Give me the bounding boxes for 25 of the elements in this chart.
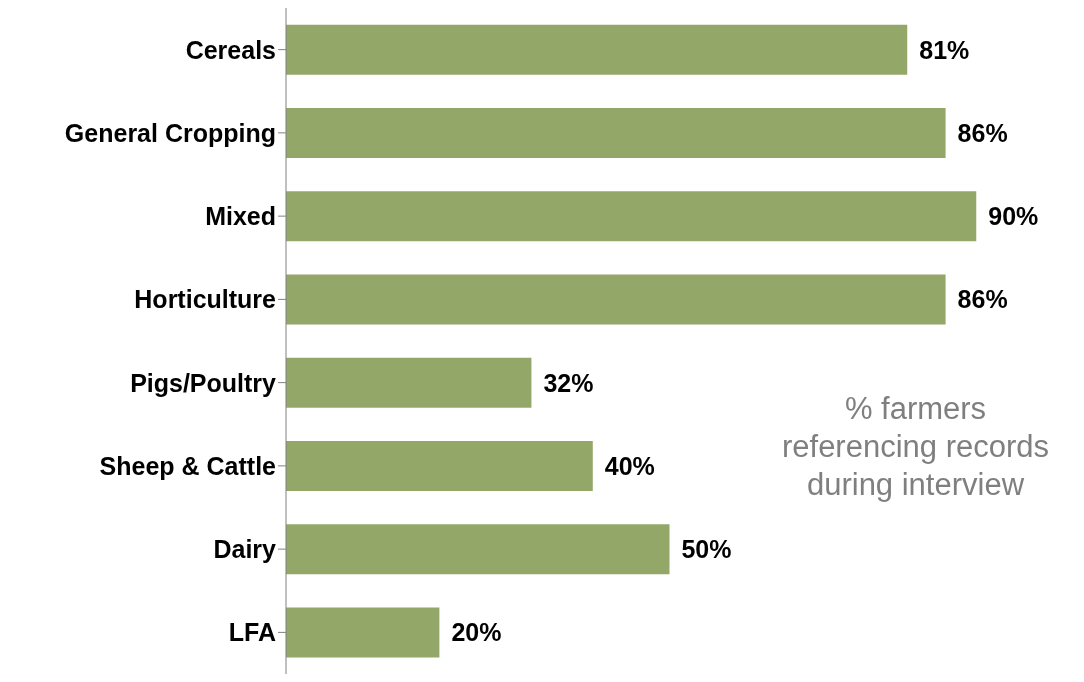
bar	[286, 607, 440, 658]
y-tick-label: Horticulture	[134, 285, 277, 314]
y-tick-label: Mixed	[205, 202, 276, 230]
bar	[286, 274, 946, 325]
bar	[286, 24, 908, 75]
y-tick-label: Dairy	[213, 535, 277, 563]
data-label: 40%	[604, 451, 655, 480]
data-label: 86%	[957, 118, 1008, 147]
data-label: 50%	[681, 535, 732, 564]
y-tick-label: Pigs/Poultry	[130, 368, 277, 397]
y-tick-label: Sheep & Cattle	[99, 451, 277, 480]
data-label: 81%	[919, 35, 970, 64]
data-label: 20%	[451, 618, 502, 647]
bar	[286, 191, 977, 242]
data-label: 86%	[957, 285, 1008, 314]
y-tick-label: General Cropping	[64, 118, 276, 147]
y-tick-label: LFA	[228, 618, 276, 647]
y-tick-label: Cereals	[185, 35, 276, 64]
data-label: 32%	[543, 368, 594, 397]
bar	[286, 440, 593, 491]
bar	[286, 357, 532, 408]
annotation: % farmers referencing records during interview	[780, 390, 1051, 504]
data-label: 90%	[988, 202, 1039, 231]
bar	[286, 107, 946, 158]
bar	[286, 524, 670, 575]
